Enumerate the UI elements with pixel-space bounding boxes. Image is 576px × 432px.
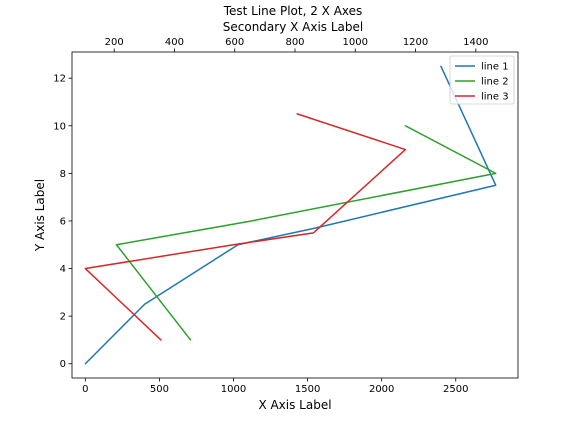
legend-entry-1: line 1	[481, 62, 509, 73]
chart-title: Test Line Plot, 2 X Axes	[223, 4, 363, 18]
secondary-x-tick-label: 800	[285, 37, 304, 48]
y-axis-label: Y Axis Label	[33, 179, 47, 252]
secondary-x-tick-label: 1400	[463, 37, 488, 48]
y-tick-label: 12	[53, 74, 66, 85]
y-tick-label: 6	[60, 216, 66, 227]
series-line-2	[115, 125, 497, 341]
secondary-x-tick-label: 1000	[343, 37, 368, 48]
secondary-x-axis-label: Secondary X Axis Label	[223, 20, 363, 34]
y-tick-label: 4	[60, 264, 66, 275]
series-line-3	[84, 113, 407, 341]
y-tick-label: 0	[60, 359, 66, 370]
secondary-x-tick-label: 600	[225, 37, 244, 48]
x-tick-label: 0	[82, 384, 88, 395]
legend: line 1 line 2 line 3	[449, 55, 515, 105]
ticks-layer: 0 500 1000 1500 2000 2500 0 2 4 6 8 10 12 200 400 600 80…	[53, 37, 488, 395]
x-tick-label: 1000	[221, 384, 246, 395]
y-tick-label: 8	[60, 169, 66, 180]
legend-entry-3: line 3	[481, 92, 509, 103]
y-tick-label: 10	[53, 121, 66, 132]
secondary-x-tick-label: 1200	[403, 37, 428, 48]
legend-entry-2: line 2	[481, 77, 509, 88]
secondary-x-tick-label: 200	[105, 37, 124, 48]
x-axis-label: X Axis Label	[258, 398, 331, 412]
y-tick-label: 2	[60, 312, 66, 323]
x-tick-label: 500	[150, 384, 169, 395]
x-tick-label: 2500	[443, 384, 468, 395]
secondary-x-tick-label: 400	[165, 37, 184, 48]
x-tick-label: 2000	[369, 384, 394, 395]
series-line-1	[84, 65, 497, 365]
legend-box	[449, 55, 515, 105]
x-tick-label: 1500	[295, 384, 320, 395]
series-layer	[84, 65, 497, 365]
